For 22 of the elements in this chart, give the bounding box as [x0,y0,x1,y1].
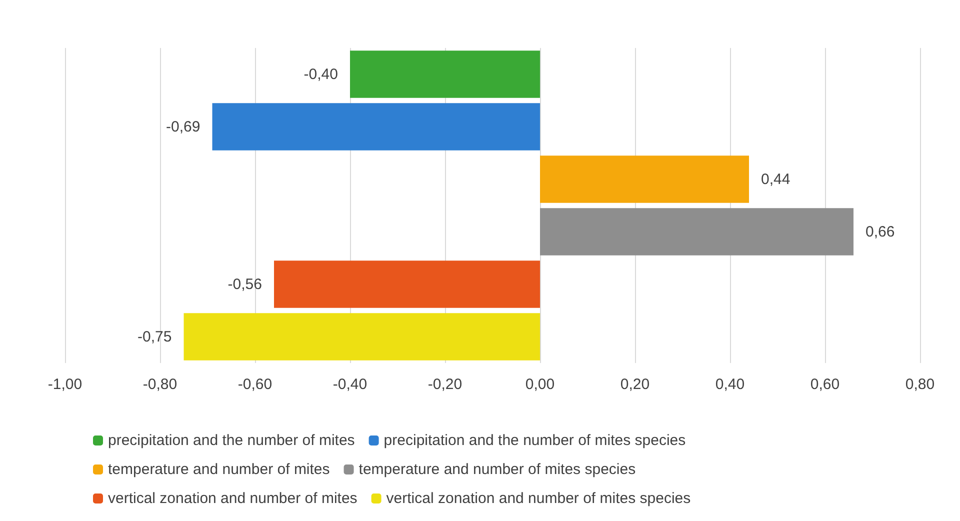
x-tick-label: 0,00 [525,376,555,393]
data-label: 0,44 [761,170,790,188]
data-label: -0,75 [138,328,172,346]
legend-label: precipitation and the number of mites species [384,432,686,449]
x-tick-label: -1,00 [48,376,82,393]
x-tick-label: -0,20 [428,376,462,393]
x-tick-label: -0,60 [238,376,272,393]
legend-label: vertical zonation and number of mites [108,490,358,507]
legend-label: temperature and number of mites species [358,461,636,478]
data-label: 0,66 [866,223,895,240]
data-label: -0,69 [166,118,200,136]
x-tick-label: 0,80 [905,376,935,393]
legend-label: vertical zonation and number of mites species [386,490,691,507]
legend-label: temperature and number of mites [108,461,330,478]
x-tick-label: -0,40 [332,376,368,393]
x-tick-label: -0,80 [142,376,178,393]
data-label: -0,56 [228,276,262,293]
legend-label: precipitation and the number of mites [108,432,355,449]
data-label: -0,40 [304,66,338,83]
x-tick-label: 0,60 [810,376,840,393]
x-tick-label: 0,40 [715,376,745,393]
x-tick-label: 0,20 [620,376,650,393]
